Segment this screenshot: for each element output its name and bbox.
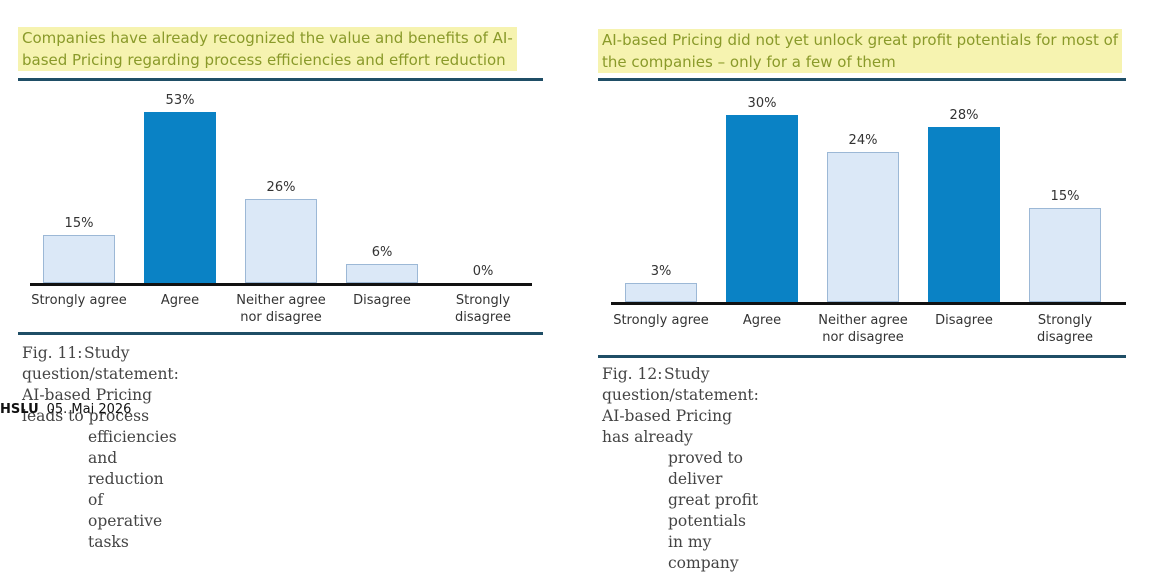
category-label: Strongly disagree	[1037, 313, 1093, 345]
footer: HSLU 05. Mai 2026	[0, 402, 131, 417]
figure-number: Fig. 11:	[22, 344, 83, 362]
value-label: 15%	[64, 216, 94, 231]
headline-line: Companies have already recognized the va…	[22, 29, 513, 47]
bar	[43, 235, 115, 283]
value-label: 53%	[165, 93, 195, 108]
category-label: Neither agree nor disagree	[818, 313, 908, 345]
category-label: Disagree	[935, 313, 993, 328]
value-label: 24%	[848, 133, 878, 148]
header-rule	[598, 78, 1126, 81]
category-label: Strongly agree	[613, 313, 709, 328]
headline-line: based Pricing regarding process efficien…	[22, 51, 506, 69]
category-label: Disagree	[353, 293, 411, 308]
headline-line: AI-based Pricing did not yet unlock grea…	[602, 31, 1119, 49]
bar	[1029, 208, 1101, 302]
bar	[726, 115, 798, 302]
value-label: 28%	[949, 108, 979, 123]
chart-headline-left: Companies have already recognized the va…	[18, 27, 517, 71]
caption-rule	[598, 355, 1126, 358]
bar	[928, 127, 1000, 302]
logo: HSLU	[0, 402, 39, 417]
caption-line: proved to deliver great profit potential…	[668, 449, 759, 572]
footer-date: 05. Mai 2026	[46, 402, 132, 417]
value-label: 0%	[472, 264, 494, 279]
header-rule	[18, 78, 543, 81]
caption-rule	[18, 332, 543, 335]
category-label: Agree	[742, 313, 782, 328]
value-label: 26%	[266, 180, 296, 195]
bar	[144, 112, 216, 283]
category-label: Strongly disagree	[455, 293, 511, 325]
bar	[346, 264, 418, 283]
value-label: 6%	[371, 245, 393, 260]
x-axis-line	[30, 283, 532, 286]
value-label: 30%	[747, 96, 777, 111]
figure-number: Fig. 12:	[602, 365, 663, 383]
category-label: Neither agree nor disagree	[236, 293, 326, 325]
value-label: 15%	[1050, 189, 1080, 204]
caption-line: efficiencies and reduction of operative …	[88, 428, 177, 551]
bar	[827, 152, 899, 302]
value-label: 3%	[650, 264, 672, 279]
figure-caption-left: Fig. 11: Study question/statement: AI-bas…	[22, 343, 179, 553]
x-axis-line	[611, 302, 1126, 305]
headline-line: the companies – only for a few of them	[602, 53, 896, 71]
category-label: Agree	[160, 293, 200, 308]
bar	[625, 283, 697, 302]
category-label: Strongly agree	[31, 293, 127, 308]
bar	[245, 199, 317, 283]
chart-headline-right: AI-based Pricing did not yet unlock grea…	[598, 29, 1123, 73]
figure-caption-right: Fig. 12: Study question/statement: AI-bas…	[602, 364, 759, 574]
